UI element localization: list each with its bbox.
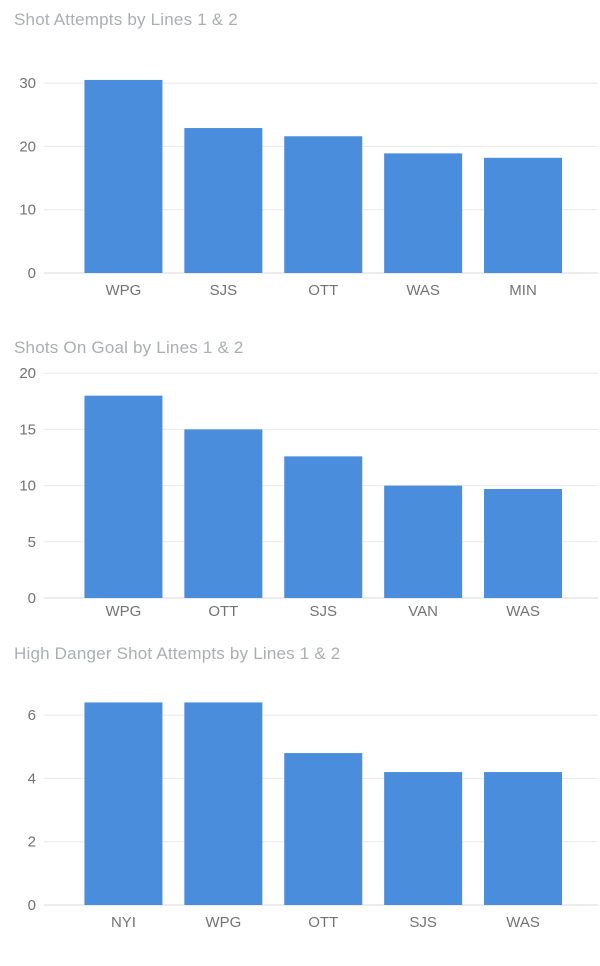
chart-title-shot-attempts: Shot Attempts by Lines 1 & 2 — [14, 10, 238, 29]
bar-wpg[interactable] — [84, 395, 163, 598]
y-tick-label: 0 — [28, 265, 36, 282]
x-category-label: WPG — [106, 603, 142, 620]
bar-wpg[interactable] — [84, 79, 163, 273]
x-category-label: WPG — [106, 282, 142, 299]
y-tick-label: 0 — [28, 590, 36, 607]
x-category-label: SJS — [409, 914, 437, 931]
bar-sjs[interactable] — [284, 456, 363, 598]
bar-chart-high-danger-shot-attempts: 0 2 4 6 NYI WPG OTT SJS WAS — [28, 702, 598, 931]
bar-was[interactable] — [484, 772, 563, 905]
x-category-label: NYI — [111, 914, 136, 931]
bar-ott[interactable] — [284, 753, 363, 905]
y-tick-label: 30 — [19, 75, 36, 92]
x-category-label: WAS — [506, 914, 540, 931]
bar-was[interactable] — [384, 153, 463, 273]
bar-sjs[interactable] — [184, 128, 263, 273]
bar-van[interactable] — [384, 485, 463, 598]
y-tick-label: 0 — [28, 897, 36, 914]
y-tick-label: 2 — [28, 834, 36, 851]
x-category-label: WAS — [506, 603, 540, 620]
bar-chart-shots-on-goal: 0 5 10 15 20 WPG OTT SJS VAN WAS — [19, 365, 598, 620]
bar-sjs[interactable] — [384, 772, 463, 905]
y-tick-label: 20 — [19, 138, 36, 155]
bar-ott[interactable] — [184, 429, 263, 598]
y-tick-label: 10 — [19, 202, 36, 219]
x-category-label: SJS — [309, 603, 337, 620]
bar-was[interactable] — [484, 488, 563, 598]
y-tick-label: 6 — [28, 707, 36, 724]
x-category-label: SJS — [210, 282, 238, 299]
x-category-label: OTT — [308, 914, 338, 931]
chart-title-high-danger-shot-attempts: High Danger Shot Attempts by Lines 1 & 2 — [14, 644, 341, 663]
x-category-label: VAN — [408, 603, 438, 620]
bar-wpg[interactable] — [184, 702, 263, 905]
bar-chart-shot-attempts: 0 10 20 30 WPG SJS OTT WAS MIN — [19, 75, 598, 299]
x-category-label: WPG — [205, 914, 241, 931]
bar-ott[interactable] — [284, 136, 363, 273]
bar-nyi[interactable] — [84, 702, 163, 905]
y-tick-label: 4 — [28, 770, 36, 787]
y-tick-label: 15 — [19, 421, 36, 438]
x-category-label: OTT — [308, 282, 338, 299]
x-category-label: MIN — [509, 282, 537, 299]
x-category-label: OTT — [208, 603, 238, 620]
y-tick-label: 20 — [19, 365, 36, 382]
y-tick-label: 10 — [19, 478, 36, 495]
bar-min[interactable] — [484, 157, 563, 273]
x-category-label: WAS — [406, 282, 440, 299]
chart-title-shots-on-goal: Shots On Goal by Lines 1 & 2 — [14, 338, 244, 357]
y-tick-label: 5 — [28, 534, 36, 551]
